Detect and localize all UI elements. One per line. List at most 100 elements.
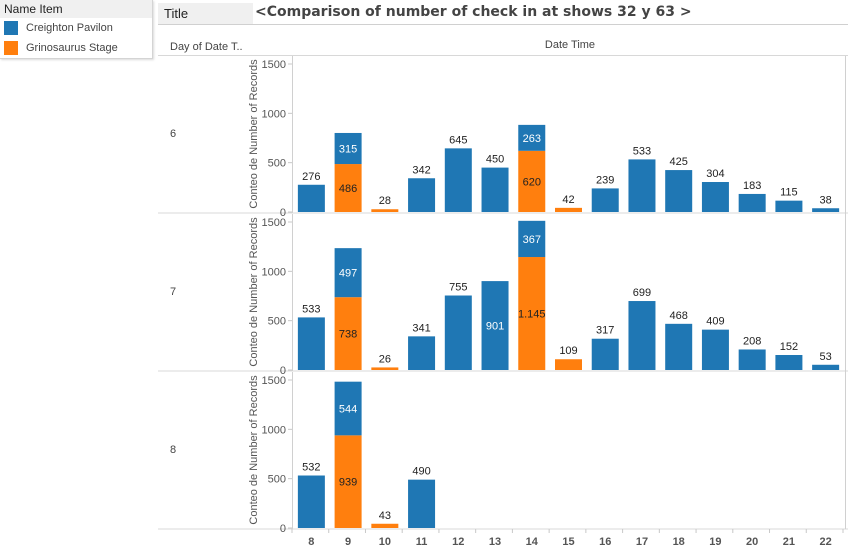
data-label: 109 — [559, 345, 577, 357]
data-label: 939 — [339, 477, 357, 489]
data-label: 26 — [379, 353, 391, 365]
x-tick-label: 9 — [345, 536, 351, 548]
data-label: 620 — [523, 176, 541, 188]
bar-creighton-6-14 — [518, 124, 546, 151]
bar-creighton-7-14 — [518, 220, 546, 258]
bar-creighton-6-11 — [408, 178, 436, 212]
bar-creighton-6-9 — [334, 132, 362, 165]
data-label: 1.145 — [518, 309, 546, 321]
title-divider — [158, 24, 848, 25]
bar-grinosaurus-7-15 — [555, 359, 582, 370]
chart-title: <Comparison of number of check in at sho… — [255, 4, 692, 20]
bar-creighton-7-12 — [444, 295, 472, 370]
x-tick-label: 15 — [562, 536, 574, 548]
bar-creighton-6-12 — [444, 148, 472, 212]
bar-creighton-8-9 — [334, 381, 362, 436]
data-label: 239 — [596, 174, 614, 186]
data-label: 38 — [820, 194, 832, 206]
y-tick-label: 1500 — [262, 375, 286, 387]
bar-creighton-7-18 — [665, 323, 693, 370]
bar-grinosaurus-6-15 — [555, 207, 582, 212]
x-tick-label: 14 — [526, 536, 539, 548]
bar-grinosaurus-6-9 — [334, 164, 362, 212]
y-tick-label: 0 — [280, 365, 286, 377]
data-label: 532 — [302, 462, 320, 474]
data-label: 53 — [820, 351, 832, 363]
data-label: 342 — [412, 164, 430, 176]
bar-creighton-7-19 — [701, 329, 729, 370]
data-label: 544 — [339, 404, 357, 416]
data-label: 263 — [523, 133, 541, 145]
y-tick-label: 1000 — [262, 424, 286, 436]
data-label: 43 — [379, 510, 391, 522]
bar-creighton-7-17 — [628, 301, 656, 370]
legend-swatch-grinosaurus — [4, 41, 18, 55]
y-tick-label: 1500 — [262, 217, 286, 229]
row-label-6: 6 — [170, 128, 177, 140]
legend-title: Name Item — [0, 0, 152, 18]
row-label-7: 7 — [170, 286, 177, 298]
data-label: 367 — [523, 234, 541, 246]
bar-creighton-6-22 — [812, 208, 840, 212]
bar-creighton-6-20 — [738, 193, 766, 212]
bar-grinosaurus-7-10 — [371, 367, 399, 370]
y-tick-label: 1000 — [262, 108, 286, 120]
data-label: 755 — [449, 282, 467, 294]
data-label: 468 — [670, 310, 688, 322]
y-tick-label: 500 — [268, 474, 286, 486]
data-label: 497 — [339, 268, 357, 280]
row-dimension-header[interactable]: Day of Date T.. — [170, 41, 243, 53]
x-tick-label: 12 — [452, 536, 464, 548]
x-tick-label: 16 — [599, 536, 611, 548]
data-label: 738 — [339, 329, 357, 341]
data-label: 42 — [562, 194, 574, 206]
column-dimension-header[interactable]: Date Time — [544, 39, 596, 51]
bar-creighton-6-19 — [701, 182, 729, 212]
bar-creighton-7-21 — [775, 355, 803, 370]
title-label: Title — [158, 3, 253, 25]
y-tick-label: 1000 — [262, 266, 286, 278]
bar-creighton-6-16 — [591, 188, 619, 212]
bar-creighton-6-13 — [481, 167, 509, 212]
data-label: 208 — [743, 335, 761, 347]
bar-creighton-6-18 — [665, 170, 693, 212]
bar-creighton-8-11 — [408, 479, 436, 528]
legend: Name Item Creighton Pavilon Grinosaurus … — [0, 0, 153, 59]
x-tick-label: 22 — [820, 536, 832, 548]
data-label: 486 — [339, 183, 357, 195]
data-label: 28 — [379, 195, 391, 207]
bar-creighton-7-22 — [812, 364, 840, 370]
header-divider — [158, 55, 848, 56]
y-tick-label: 0 — [280, 207, 286, 219]
y-tick-label: 0 — [280, 523, 286, 535]
data-label: 315 — [339, 144, 357, 156]
x-tick-label: 17 — [636, 536, 648, 548]
row-label-8: 8 — [170, 444, 177, 456]
bar-creighton-7-8 — [297, 317, 325, 370]
x-tick-label: 11 — [416, 536, 428, 548]
x-tick-label: 8 — [308, 536, 314, 548]
bar-creighton-6-21 — [775, 200, 803, 212]
data-label: 533 — [633, 145, 651, 157]
legend-label: Creighton Pavilon — [26, 22, 113, 34]
y-axis-title: Conteo de Number of Records — [248, 59, 260, 209]
data-label: 645 — [449, 134, 467, 146]
x-tick-label: 10 — [379, 536, 391, 548]
bar-creighton-7-9 — [334, 248, 362, 298]
data-label: 152 — [780, 341, 798, 353]
data-label: 276 — [302, 171, 320, 183]
x-tick-label: 19 — [709, 536, 721, 548]
data-label: 183 — [743, 180, 761, 192]
x-tick-label: 18 — [673, 536, 685, 548]
bar-creighton-6-17 — [628, 159, 656, 212]
x-tick-label: 13 — [489, 536, 501, 548]
data-label: 341 — [412, 322, 430, 334]
data-label: 409 — [706, 316, 724, 328]
data-label: 115 — [780, 187, 798, 199]
bar-creighton-7-13 — [481, 281, 509, 370]
y-tick-label: 500 — [268, 158, 286, 170]
y-tick-label: 500 — [268, 316, 286, 328]
data-label: 304 — [706, 168, 724, 180]
data-label: 425 — [670, 156, 688, 168]
